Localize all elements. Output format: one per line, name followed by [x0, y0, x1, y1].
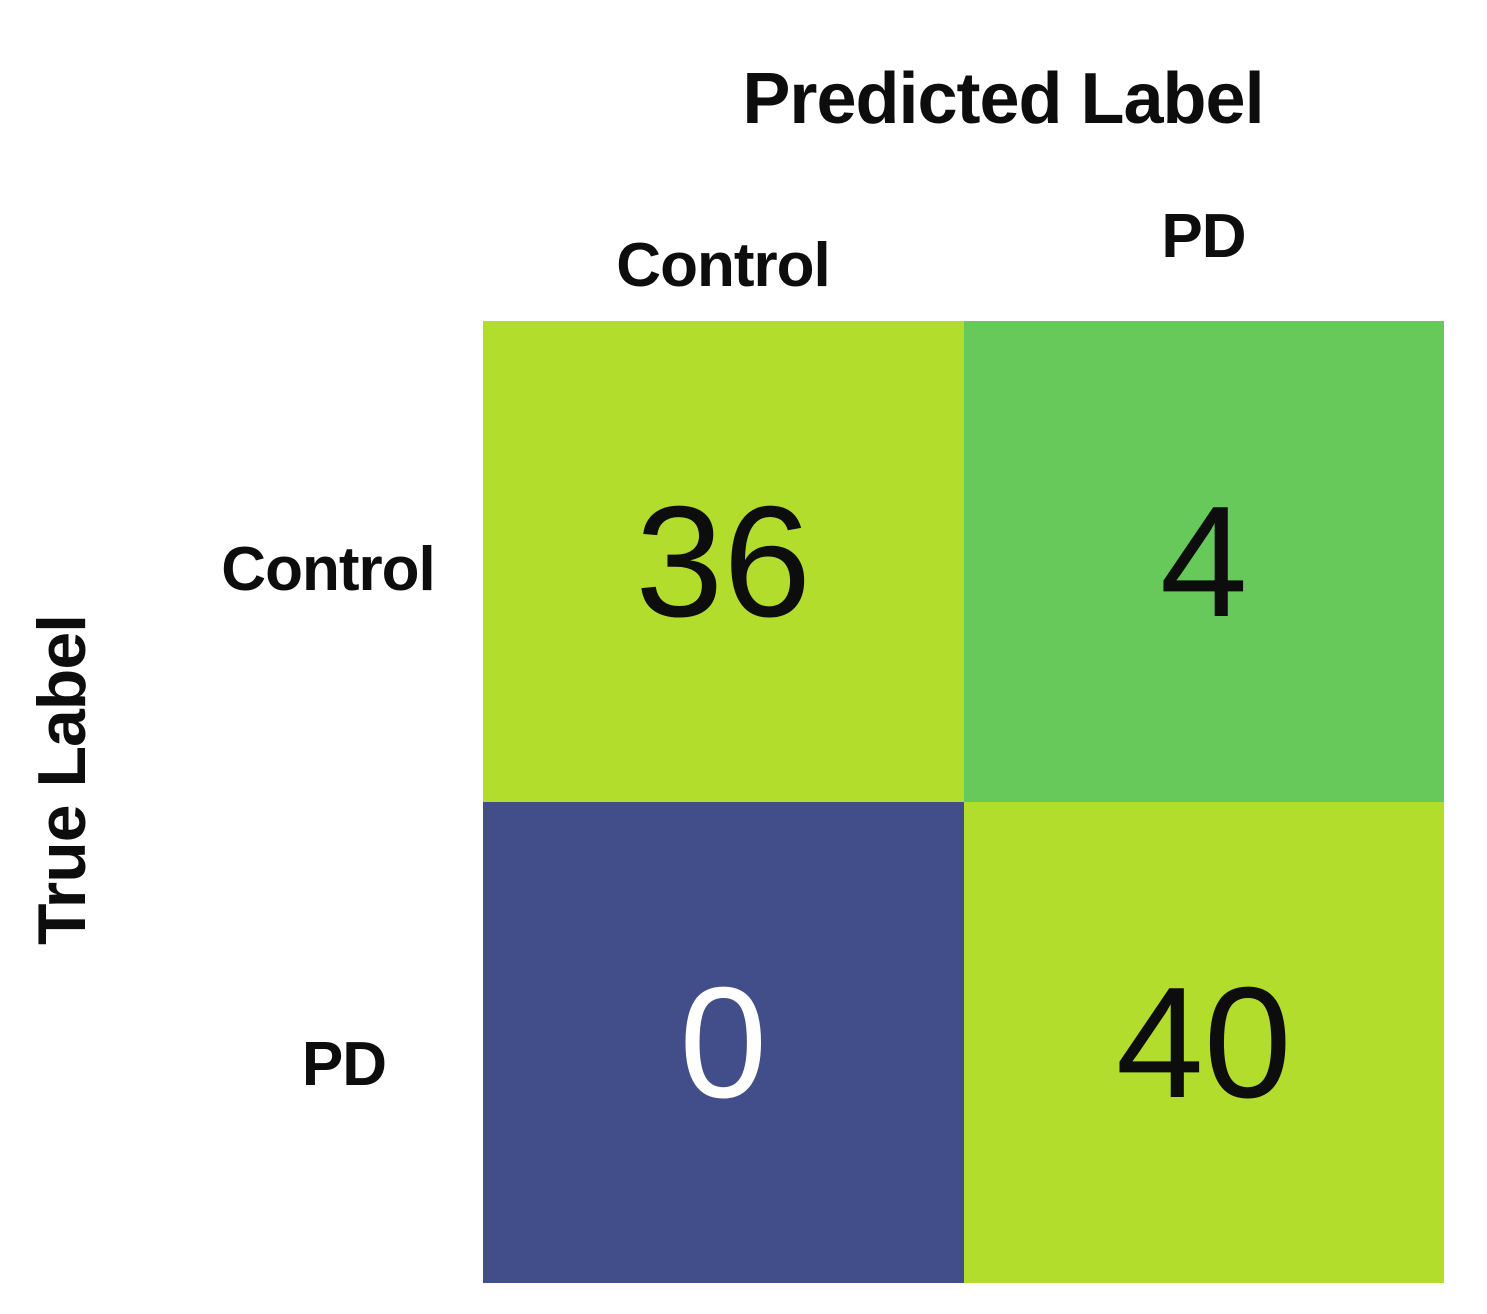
matrix-cell-r1c0: 0 — [483, 802, 964, 1283]
predicted-label-axis-title: Predicted Label — [742, 59, 1264, 139]
col-header-control: Control — [616, 231, 830, 300]
matrix-grid: 36 4 0 40 — [483, 321, 1444, 1283]
col-header-pd: PD — [1161, 202, 1246, 271]
matrix-cell-r1c1: 40 — [963, 802, 1444, 1283]
matrix-cell-r0c0: 36 — [483, 321, 964, 802]
true-label-axis-title: True Label — [24, 614, 100, 946]
matrix-cell-r0c1: 4 — [963, 321, 1444, 802]
row-header-pd: PD — [301, 1030, 387, 1099]
row-header-control: Control — [221, 535, 435, 604]
